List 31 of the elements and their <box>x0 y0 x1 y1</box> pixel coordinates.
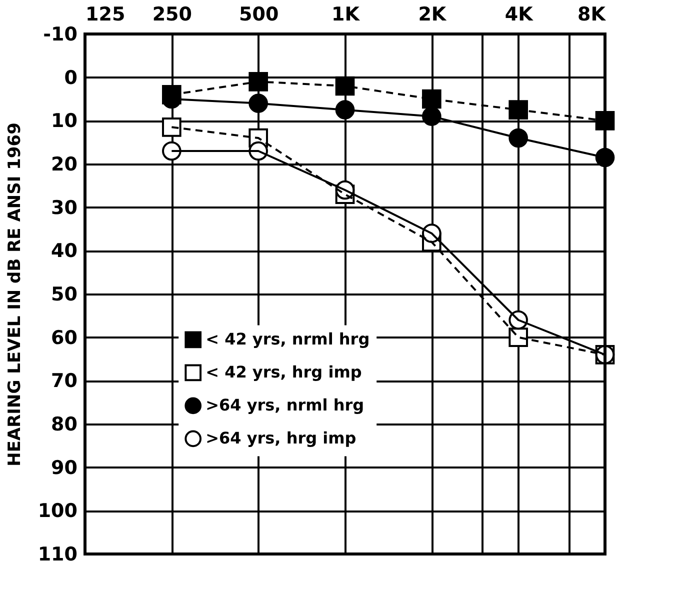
x-tick-label: 2K <box>418 4 448 26</box>
legend-label: >64 yrs, nrml hrg <box>206 396 364 415</box>
y-tick-label: 90 <box>51 456 78 479</box>
point <box>162 141 182 161</box>
legend-label: < 42 yrs, hrg imp <box>206 362 362 382</box>
point <box>508 328 528 347</box>
y-tick-label: 0 <box>64 66 78 89</box>
legend-label: >64 yrs, hrg imp <box>206 428 356 448</box>
y-tick-label: -10 <box>43 24 78 46</box>
x-tick-label: 1K <box>332 4 361 26</box>
y-tick-label: 60 <box>51 326 78 349</box>
x-tick-label: 8K <box>578 4 607 26</box>
y-tick-label: 70 <box>51 370 78 392</box>
point <box>248 72 268 92</box>
y-tick-label: 10 <box>51 110 78 132</box>
y-tick-label: 20 <box>51 154 78 176</box>
legend-label: < 42 yrs, nrml hrg <box>206 330 370 349</box>
point <box>335 76 355 96</box>
y-tick-label: 40 <box>51 240 78 262</box>
point <box>162 118 182 137</box>
x-tick-label: 250 <box>152 4 192 26</box>
y-tick-label: 80 <box>51 414 78 436</box>
x-tick-label: 4K <box>504 4 534 26</box>
x-tick-label: 500 <box>238 4 279 26</box>
x-tick-label: 125 <box>86 4 126 26</box>
y-tick-label: 30 <box>51 196 78 219</box>
y-tick-label: 50 <box>51 284 78 306</box>
y-tick-label: 110 <box>38 544 78 566</box>
point <box>508 100 528 120</box>
y-tick-label: 100 <box>38 500 78 522</box>
y-axis-title: HEARING LEVEL IN dB RE ANSI 1969 <box>4 122 25 466</box>
